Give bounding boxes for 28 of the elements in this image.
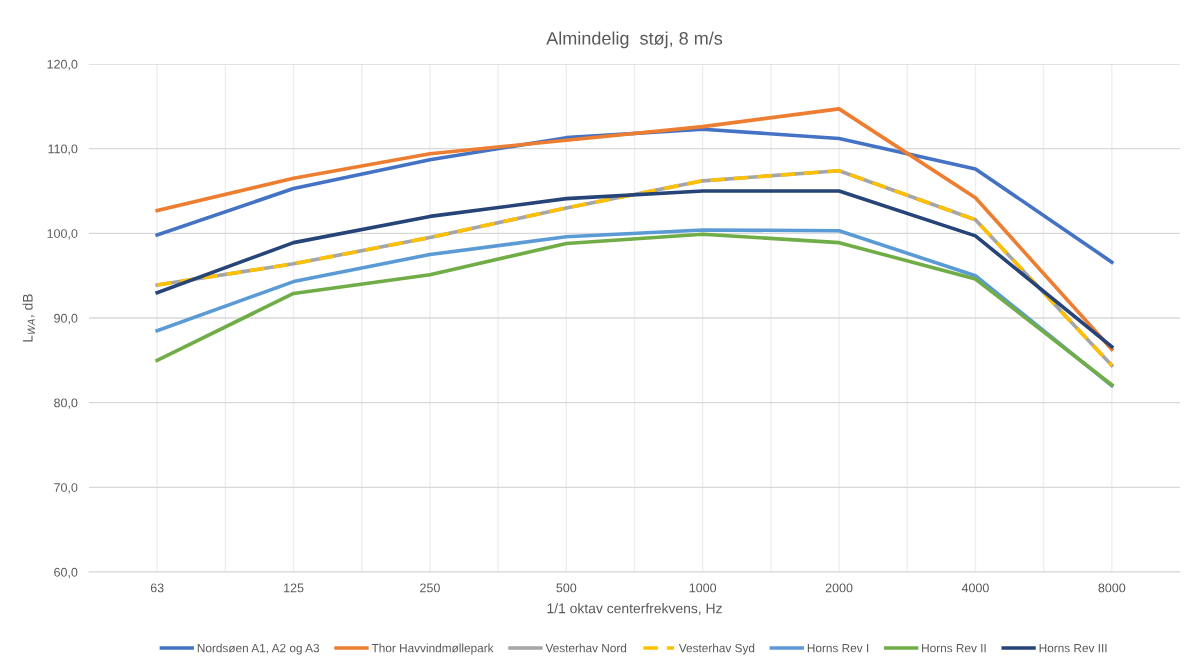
x-tick-label: 2000: [825, 583, 853, 593]
line-series: [155, 189, 1114, 349]
y-tick-label: 90,0: [54, 313, 78, 325]
chart-title: Almindelig støj, 8 m/s: [546, 31, 723, 49]
y-tick-label: 80,0: [54, 398, 78, 409]
y-tick-label: 110,0: [48, 144, 78, 155]
legend-label: Thor Havvindmøllepark: [371, 643, 494, 655]
y-tick-label: 120,0: [47, 59, 78, 71]
x-axis-title: 1/1 oktav centerfrekvens, Hz: [547, 603, 722, 615]
x-tick-label: 1000: [689, 583, 717, 593]
x-tick-label: 250: [420, 583, 440, 593]
legend-label: Nordsøen A1, A2 og A3: [197, 643, 320, 655]
y-tick-label: 60,0: [54, 567, 78, 579]
legend-label: Horns Rev II: [922, 644, 986, 653]
x-tick-label: 63: [150, 583, 164, 593]
legend-label: Horns Rev I: [807, 644, 869, 653]
x-tick-label: 500: [556, 583, 577, 593]
y-tick-label: 100,0: [47, 229, 78, 240]
y-axis-title: L$_{WA}$, dB: [22, 294, 35, 342]
legend-label: Horns Rev III: [1039, 644, 1107, 653]
y-tick-label: 70,0: [54, 483, 78, 494]
legend-label: Vesterhav Syd: [678, 643, 755, 655]
legend-label: Vesterhav Nord: [545, 643, 627, 653]
line-series: [155, 168, 1114, 368]
x-tick-label: 125: [284, 583, 304, 593]
x-tick-label: 8000: [1098, 583, 1126, 593]
line-series: [155, 107, 1114, 352]
x-tick-label: 4000: [961, 583, 989, 593]
